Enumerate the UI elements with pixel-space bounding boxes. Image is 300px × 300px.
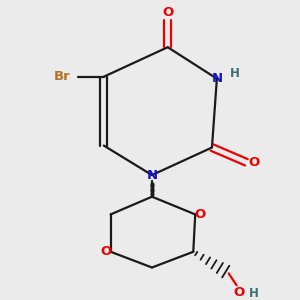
- Text: N: N: [211, 72, 222, 85]
- Text: H: H: [249, 286, 259, 300]
- Text: O: O: [249, 156, 260, 169]
- Text: O: O: [194, 208, 206, 221]
- Text: O: O: [233, 286, 244, 298]
- Text: N: N: [146, 169, 158, 182]
- Text: O: O: [162, 6, 173, 19]
- Text: H: H: [230, 67, 239, 80]
- Text: O: O: [100, 245, 111, 258]
- Text: Br: Br: [54, 70, 71, 83]
